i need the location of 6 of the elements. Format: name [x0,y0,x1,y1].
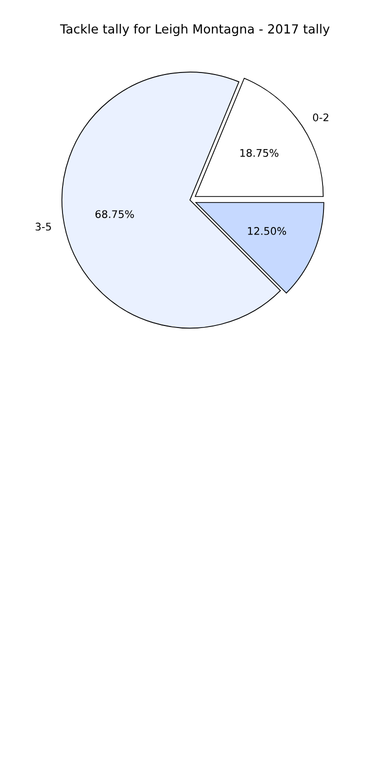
data-label: 12.50% [248,227,286,235]
slice-label: 0-2 [313,113,328,122]
chart-title: Tackle tally for Leigh Montagna - 2017 tally [60,24,330,36]
slice-label: 3-5 [36,222,51,231]
data-label: 18.75% [240,148,278,157]
data-label: 68.75% [95,210,134,218]
